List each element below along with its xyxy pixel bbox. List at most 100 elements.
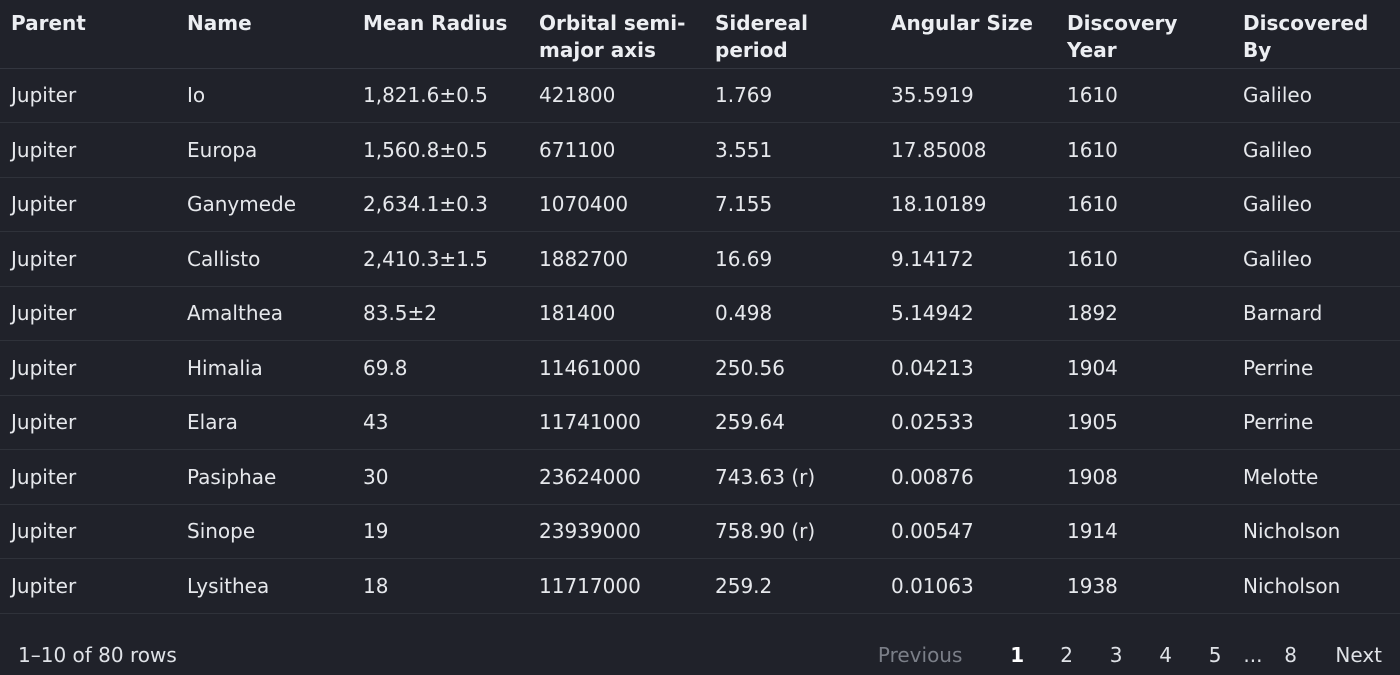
column-header-orbital-semi-major-axis[interactable]: Orbital semi-major axis xyxy=(528,0,704,69)
cell-discovered-by: Nicholson xyxy=(1232,504,1400,559)
pagination: Previous 1 2 3 4 5 ... 8 Next xyxy=(878,643,1382,667)
cell-parent: Jupiter xyxy=(0,558,176,614)
cell-mean-radius: 43 xyxy=(352,395,528,450)
next-page-button[interactable]: Next xyxy=(1335,643,1382,667)
cell-angular-size: 0.00876 xyxy=(880,449,1056,505)
cell-discovered-by: Barnard xyxy=(1232,286,1400,341)
column-header-sidereal-period[interactable]: Sidereal period xyxy=(704,0,880,69)
cell-mean-radius: 19 xyxy=(352,504,528,559)
cell-name: Europa xyxy=(176,122,352,178)
previous-page-button[interactable]: Previous xyxy=(877,643,963,667)
table-row: Jupiter Europa 1,560.8±0.5 671100 3.551 … xyxy=(0,122,1400,178)
pagination-ellipsis: ... xyxy=(1243,643,1263,667)
cell-mean-radius: 69.8 xyxy=(352,340,528,396)
cell-sidereal-period: 7.155 xyxy=(704,177,880,232)
cell-name: Io xyxy=(176,68,352,123)
cell-orbital-axis: 671100 xyxy=(528,122,704,178)
table-row: Jupiter Sinope 19 23939000 758.90 (r) 0.… xyxy=(0,504,1400,559)
cell-sidereal-period: 758.90 (r) xyxy=(704,504,880,559)
cell-discovery-year: 1610 xyxy=(1056,122,1232,178)
table-row: Jupiter Elara 43 11741000 259.64 0.02533… xyxy=(0,395,1400,450)
cell-parent: Jupiter xyxy=(0,177,176,232)
page-button-3[interactable]: 3 xyxy=(1109,643,1123,667)
cell-sidereal-period: 3.551 xyxy=(704,122,880,178)
cell-mean-radius: 2,634.1±0.3 xyxy=(352,177,528,232)
cell-discovered-by: Galileo xyxy=(1232,68,1400,123)
table-header: Parent Name Mean Radius Orbital semi-maj… xyxy=(0,0,1400,69)
page-button-2[interactable]: 2 xyxy=(1060,643,1074,667)
cell-mean-radius: 30 xyxy=(352,449,528,505)
cell-orbital-axis: 23939000 xyxy=(528,504,704,559)
column-header-discovered-by[interactable]: Discovered By xyxy=(1232,0,1400,69)
table-footer: 1–10 of 80 rows Previous 1 2 3 4 5 ... 8… xyxy=(0,628,1400,675)
cell-mean-radius: 18 xyxy=(352,558,528,614)
cell-name: Elara xyxy=(176,395,352,450)
cell-orbital-axis: 11717000 xyxy=(528,558,704,614)
column-header-discovery-year[interactable]: Discovery Year xyxy=(1056,0,1232,69)
cell-parent: Jupiter xyxy=(0,504,176,559)
page-button-5[interactable]: 5 xyxy=(1208,643,1222,667)
cell-angular-size: 5.14942 xyxy=(880,286,1056,341)
cell-name: Sinope xyxy=(176,504,352,559)
cell-discovery-year: 1610 xyxy=(1056,177,1232,232)
cell-discovered-by: Galileo xyxy=(1232,231,1400,287)
cell-orbital-axis: 181400 xyxy=(528,286,704,341)
table-row: Jupiter Pasiphae 30 23624000 743.63 (r) … xyxy=(0,449,1400,505)
row-count-label: 1–10 of 80 rows xyxy=(18,643,177,667)
column-header-name[interactable]: Name xyxy=(176,0,352,69)
data-table-container: Parent Name Mean Radius Orbital semi-maj… xyxy=(0,0,1400,614)
page-button-8[interactable]: 8 xyxy=(1284,643,1298,667)
cell-discovered-by: Melotte xyxy=(1232,449,1400,505)
cell-discovery-year: 1938 xyxy=(1056,558,1232,614)
cell-discovery-year: 1892 xyxy=(1056,286,1232,341)
cell-orbital-axis: 421800 xyxy=(528,68,704,123)
cell-discovered-by: Galileo xyxy=(1232,177,1400,232)
table-row: Jupiter Amalthea 83.5±2 181400 0.498 5.1… xyxy=(0,286,1400,341)
cell-mean-radius: 1,821.6±0.5 xyxy=(352,68,528,123)
column-header-mean-radius[interactable]: Mean Radius xyxy=(352,0,528,69)
cell-discovery-year: 1610 xyxy=(1056,231,1232,287)
table-row: Jupiter Himalia 69.8 11461000 250.56 0.0… xyxy=(0,340,1400,396)
table-body: Jupiter Io 1,821.6±0.5 421800 1.769 35.5… xyxy=(0,68,1400,614)
cell-orbital-axis: 11741000 xyxy=(528,395,704,450)
cell-sidereal-period: 0.498 xyxy=(704,286,880,341)
page-button-4[interactable]: 4 xyxy=(1159,643,1173,667)
column-header-parent[interactable]: Parent xyxy=(0,0,176,69)
cell-discovered-by: Perrine xyxy=(1232,340,1400,396)
cell-orbital-axis: 1882700 xyxy=(528,231,704,287)
cell-mean-radius: 2,410.3±1.5 xyxy=(352,231,528,287)
cell-sidereal-period: 259.64 xyxy=(704,395,880,450)
cell-angular-size: 17.85008 xyxy=(880,122,1056,178)
cell-angular-size: 35.5919 xyxy=(880,68,1056,123)
cell-sidereal-period: 743.63 (r) xyxy=(704,449,880,505)
table-row: Jupiter Io 1,821.6±0.5 421800 1.769 35.5… xyxy=(0,68,1400,123)
moons-table: Parent Name Mean Radius Orbital semi-maj… xyxy=(0,0,1400,614)
cell-discovery-year: 1914 xyxy=(1056,504,1232,559)
cell-angular-size: 18.10189 xyxy=(880,177,1056,232)
table-row: Jupiter Callisto 2,410.3±1.5 1882700 16.… xyxy=(0,231,1400,287)
cell-orbital-axis: 1070400 xyxy=(528,177,704,232)
table-row: Jupiter Ganymede 2,634.1±0.3 1070400 7.1… xyxy=(0,177,1400,232)
cell-parent: Jupiter xyxy=(0,122,176,178)
cell-mean-radius: 83.5±2 xyxy=(352,286,528,341)
cell-name: Callisto xyxy=(176,231,352,287)
cell-name: Amalthea xyxy=(176,286,352,341)
page-button-1[interactable]: 1 xyxy=(1010,643,1025,667)
header-row: Parent Name Mean Radius Orbital semi-maj… xyxy=(0,0,1400,69)
cell-angular-size: 9.14172 xyxy=(880,231,1056,287)
cell-discovery-year: 1904 xyxy=(1056,340,1232,396)
cell-sidereal-period: 1.769 xyxy=(704,68,880,123)
cell-mean-radius: 1,560.8±0.5 xyxy=(352,122,528,178)
column-header-angular-size[interactable]: Angular Size xyxy=(880,0,1056,69)
cell-parent: Jupiter xyxy=(0,340,176,396)
cell-discovered-by: Perrine xyxy=(1232,395,1400,450)
cell-discovery-year: 1908 xyxy=(1056,449,1232,505)
cell-name: Lysithea xyxy=(176,558,352,614)
cell-angular-size: 0.00547 xyxy=(880,504,1056,559)
cell-name: Pasiphae xyxy=(176,449,352,505)
cell-parent: Jupiter xyxy=(0,395,176,450)
cell-sidereal-period: 250.56 xyxy=(704,340,880,396)
cell-angular-size: 0.04213 xyxy=(880,340,1056,396)
cell-parent: Jupiter xyxy=(0,231,176,287)
cell-discovery-year: 1610 xyxy=(1056,68,1232,123)
